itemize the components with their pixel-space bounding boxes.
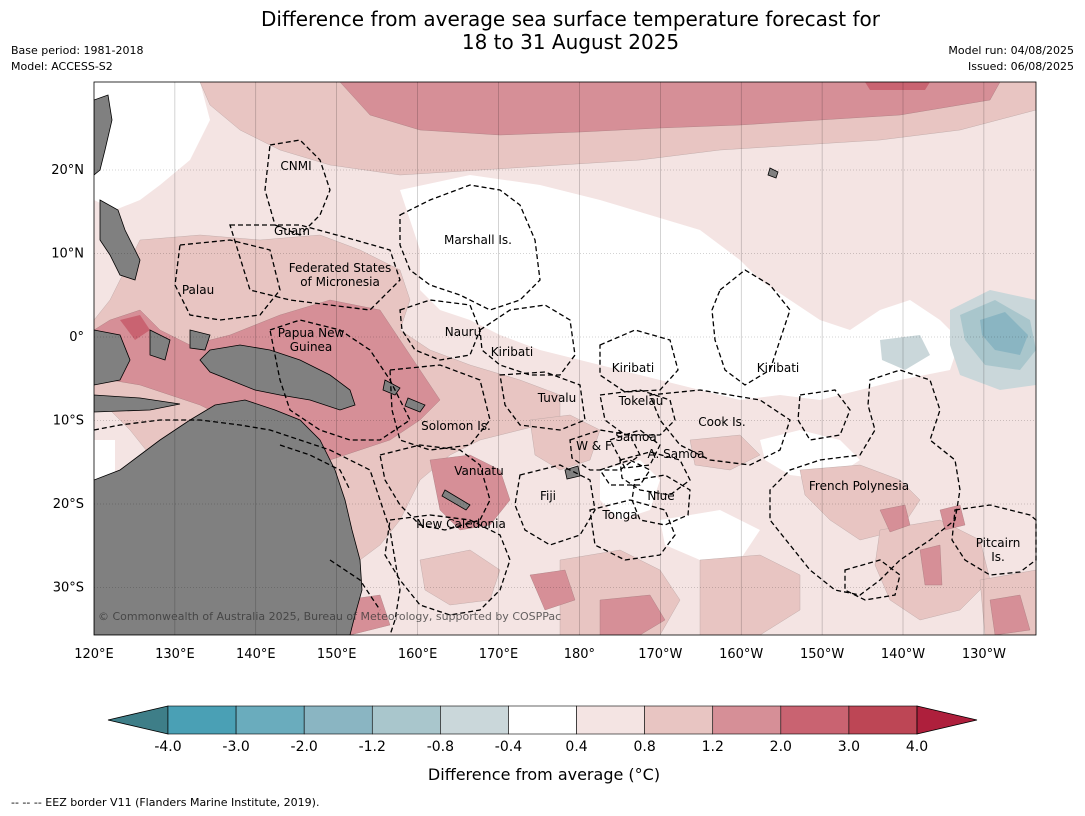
colorbar-tick-label: 4.0 [906, 739, 928, 755]
colorbar-segment [371, 705, 441, 735]
issued-date: Issued: 06/08/2025 [967, 60, 1074, 73]
region-label: Kiribati [757, 361, 799, 375]
colorbar-segment [712, 705, 782, 735]
model-name: Model: ACCESS-S2 [11, 60, 113, 73]
region-label: Papua New Guinea [278, 326, 345, 354]
colorbar-segment [440, 705, 509, 735]
colorbar-segment [167, 705, 237, 735]
colorbar-label: Difference from average (°C) [428, 765, 660, 784]
region-label: Fiji [540, 489, 556, 503]
colorbar-tick-label: -0.8 [427, 739, 454, 755]
warm-stronger-areas [120, 82, 930, 340]
colorbar-segment [508, 705, 577, 735]
region-label: Solomon Is. [421, 419, 491, 433]
region-label: Guam [274, 224, 310, 238]
lon-label: 150°E [317, 647, 357, 662]
colorbar-tick-label: 0.4 [565, 739, 587, 755]
lat-label: 20°N [51, 163, 84, 178]
eez-footnote: -- -- -- EEZ border V11 (Flanders Marine… [11, 796, 320, 809]
region-label: Federated States of Micronesia [289, 261, 391, 289]
australia-land [94, 399, 363, 635]
region-label: W & F [576, 439, 612, 453]
land-masses [94, 94, 779, 635]
region-label: Kiribati [612, 361, 654, 375]
colorbar-tick-label: -4.0 [154, 739, 181, 755]
region-label: Tonga [601, 508, 637, 522]
colorbar-segment [644, 705, 714, 735]
map-frame [93, 81, 1037, 636]
model-run: Model run: 04/08/2025 [948, 44, 1074, 57]
colorbar-tick-label: 2.0 [770, 739, 792, 755]
region-label: Kiribati [491, 345, 533, 359]
region-label: Pitcairn Is. [976, 536, 1021, 564]
region-label: CNMI [280, 159, 311, 173]
lon-label: 160°E [398, 647, 438, 662]
lon-label: 170°E [479, 647, 519, 662]
meta-right: Model run: 04/08/2025 Issued: 06/08/2025 [948, 43, 1074, 75]
lat-label: 0° [69, 330, 84, 345]
colorbar-tick-label: -0.4 [495, 739, 522, 755]
map-title: Difference from average sea surface temp… [0, 8, 1085, 54]
colorbar-segment [780, 705, 850, 735]
colorbar-under-triangle [107, 705, 169, 735]
region-labels: CNMI Guam Marshall Is. Federated States of M… [182, 159, 1020, 564]
lat-label: 30°S [53, 581, 84, 596]
graticule [94, 82, 1036, 635]
region-label: New Caledonia [416, 517, 506, 531]
lon-label: 130°E [155, 647, 195, 662]
colorbar-segment [576, 705, 645, 735]
longitude-labels: 120°E 130°E 140°E 150°E 160°E 170°E 180° 170°W 1… [74, 647, 1006, 662]
region-label: Tuvalu [537, 391, 577, 405]
meta-left: Base period: 1981-2018 Model: ACCESS-S2 [11, 43, 143, 75]
lat-label: 10°N [51, 247, 84, 262]
colorbar-segment [303, 705, 373, 735]
latitude-labels: 20°N 10°N 0° 10°S 20°S 30°S [51, 163, 84, 596]
region-label: Nauru [445, 325, 481, 339]
colorbar-over-triangle [916, 705, 978, 735]
region-label: Marshall Is. [444, 233, 512, 247]
colorbar: -4.0 -3.0 -2.0 -1.2 -0.8 -0.4 0.4 0.8 1.2 2.0 3.0 4… [107, 705, 978, 755]
colorbar-tick-label: 3.0 [838, 739, 860, 755]
colorbar-tick-label: 0.8 [634, 739, 656, 755]
region-label: French Polynesia [809, 479, 909, 493]
lon-label: 130°W [962, 647, 1006, 662]
base-period: Base period: 1981-2018 [11, 44, 144, 57]
colorbar-tick-label: 1.2 [702, 739, 724, 755]
colorbar-tick-label: -3.0 [222, 739, 249, 755]
lon-label: 140°E [236, 647, 276, 662]
lon-label: 170°W [638, 647, 682, 662]
region-label: Samoa [615, 430, 656, 444]
region-label: A. Samoa [648, 447, 705, 461]
colorbar-segment [848, 705, 918, 735]
lon-label: 160°W [719, 647, 763, 662]
lat-label: 10°S [53, 414, 84, 429]
lon-label: 120°E [74, 647, 114, 662]
lat-label: 20°S [53, 497, 84, 512]
region-label: Cook Is. [698, 415, 745, 429]
colorbar-tick-label: -1.2 [359, 739, 386, 755]
lon-label: 140°W [881, 647, 925, 662]
lon-label: 150°W [800, 647, 844, 662]
eez-borders [93, 139, 1037, 636]
lon-label: 180° [564, 647, 595, 662]
region-label: Palau [182, 283, 214, 297]
region-label: Tokelau [618, 394, 664, 408]
colorbar-tick-label: -2.0 [291, 739, 318, 755]
new-guinea-land [199, 344, 356, 411]
philippines-land [94, 94, 113, 176]
map-plot-area [94, 82, 1036, 635]
region-label: Vanuatu [454, 464, 504, 478]
title-line-2: 18 to 31 August 2025 [461, 30, 680, 54]
region-label: Niue [647, 489, 674, 503]
copyright-notice: © Commonwealth of Australia 2025, Bureau… [98, 610, 561, 623]
colorbar-segment [235, 705, 305, 735]
title-line-1: Difference from average sea surface temp… [260, 7, 880, 31]
cool-anomaly-areas [880, 290, 1036, 390]
